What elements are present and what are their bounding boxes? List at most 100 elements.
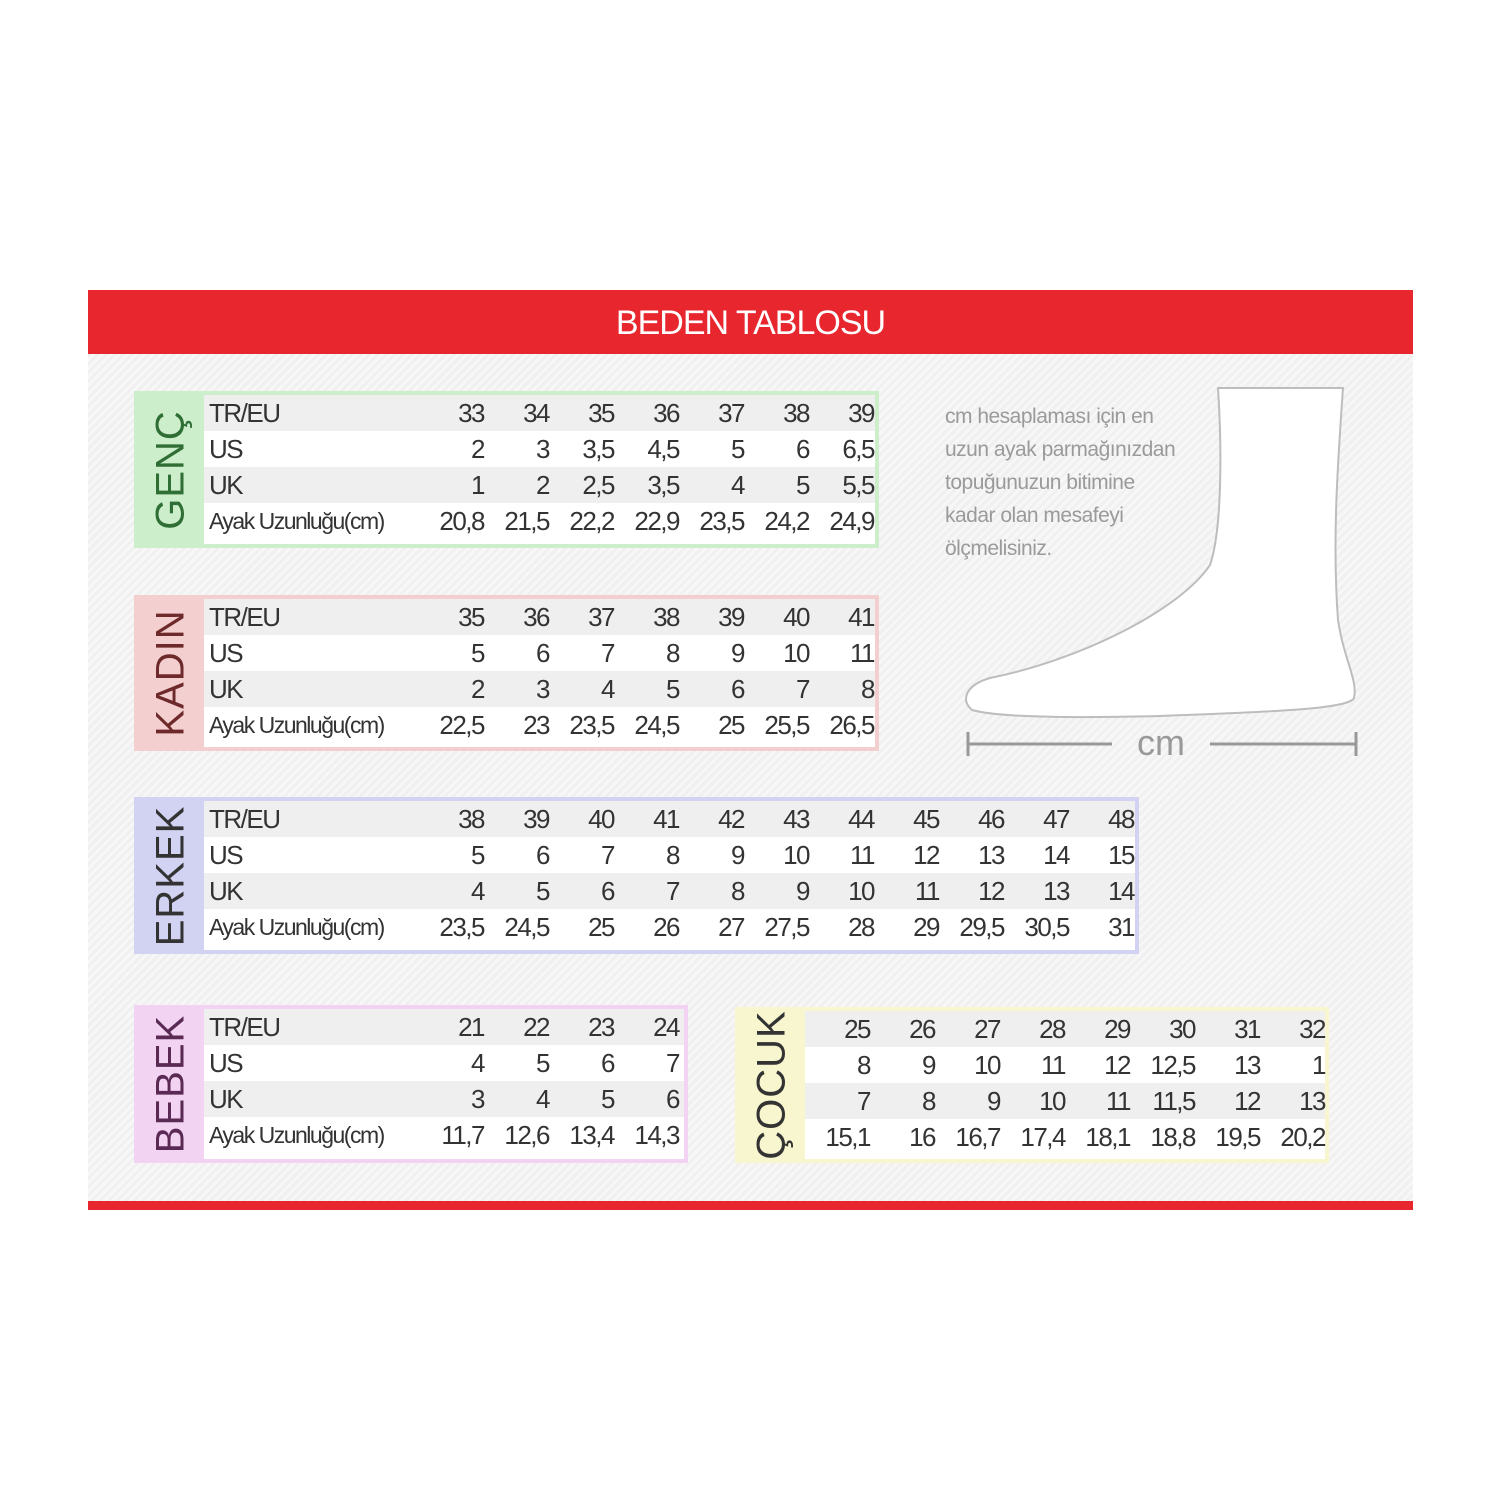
table-cell: 7 bbox=[601, 839, 615, 870]
table-cell: 24,9 bbox=[829, 505, 875, 536]
table-cell: 29 bbox=[1104, 1013, 1131, 1044]
table-cell: 5,5 bbox=[842, 469, 875, 500]
table-cell: 21,5 bbox=[504, 505, 550, 536]
table-cell: 8 bbox=[731, 875, 745, 906]
table-cell: 32 bbox=[1299, 1013, 1326, 1044]
table-cell: 3 bbox=[471, 1083, 485, 1114]
table-row: Ayak Uzunluğu(cm) 22,5 23 23,5 24,5 25 25,5 26,… bbox=[204, 707, 876, 743]
table-cell: 2 bbox=[536, 469, 550, 500]
table-cell: 16,7 bbox=[955, 1121, 1001, 1152]
table-cell: 10 bbox=[783, 637, 810, 668]
table-cell: 37 bbox=[718, 397, 745, 428]
table-cell: 39 bbox=[718, 601, 745, 632]
table-cell: 48 bbox=[1108, 803, 1135, 834]
table-cell: 6 bbox=[601, 1047, 615, 1078]
foot-illustration-icon: cm bbox=[965, 387, 1358, 763]
measurement-note: cm hesaplaması için en uzun ayak parmağı… bbox=[945, 400, 1176, 565]
table-cell: 7 bbox=[666, 1047, 680, 1078]
table-cell: 5 bbox=[601, 1083, 615, 1114]
table-row: UK 1 2 2,5 3,5 4 5 5,5 bbox=[204, 467, 876, 503]
table-cell: 5 bbox=[471, 839, 485, 870]
category-label: BEBEK bbox=[148, 1014, 193, 1154]
row-label: US bbox=[209, 637, 244, 668]
table-cell: 47 bbox=[1043, 803, 1070, 834]
table-cell: 39 bbox=[523, 803, 550, 834]
table-cell: 12 bbox=[978, 875, 1005, 906]
row-label: UK bbox=[209, 875, 244, 906]
table-row: 7 8 9 10 11 11,5 12 13 bbox=[805, 1083, 1327, 1119]
table-cell: 5 bbox=[796, 469, 810, 500]
table-cell: 3 bbox=[536, 673, 550, 704]
table-cell: 44 bbox=[848, 803, 875, 834]
table-cell: 18,1 bbox=[1085, 1121, 1131, 1152]
size-table: TR/EU 21 22 23 24 US 4 5 6 7 UK 3 4 5 6 Ayak Uzunluğu(c… bbox=[204, 1009, 684, 1159]
table-cell: 12 bbox=[1234, 1085, 1261, 1116]
table-cell: 30,5 bbox=[1024, 911, 1070, 942]
table-cell: 3,5 bbox=[647, 469, 680, 500]
table-row: US 4 5 6 7 bbox=[204, 1045, 684, 1081]
table-cell: 12 bbox=[913, 839, 940, 870]
row-label: Ayak Uzunluğu(cm) bbox=[209, 711, 385, 738]
table-cell: 2,5 bbox=[582, 469, 615, 500]
table-cell: 9 bbox=[987, 1085, 1001, 1116]
table-cell: 15,1 bbox=[825, 1121, 871, 1152]
table-row: TR/EU 21 22 23 24 bbox=[204, 1009, 684, 1045]
table-cell: 6,5 bbox=[842, 433, 875, 464]
table-cell: 9 bbox=[922, 1049, 936, 1080]
table-cell: 19,5 bbox=[1215, 1121, 1261, 1152]
table-cell: 31 bbox=[1108, 911, 1135, 942]
row-label: US bbox=[209, 1047, 244, 1078]
table-cell: 2 bbox=[471, 673, 485, 704]
table-cell: 27 bbox=[718, 911, 745, 942]
table-cell: 35 bbox=[458, 601, 485, 632]
table-cell: 24 bbox=[653, 1011, 680, 1042]
table-cell: 4 bbox=[536, 1083, 550, 1114]
table-cell: 34 bbox=[523, 397, 550, 428]
table-row: Ayak Uzunluğu(cm) 11,7 12,6 13,4 14,3 bbox=[204, 1117, 684, 1153]
table-cell: 3 bbox=[536, 433, 550, 464]
table-cell: 27,5 bbox=[764, 911, 810, 942]
table-cell: 9 bbox=[731, 839, 745, 870]
size-table: TR/EU 35 36 37 38 39 40 41 US 5 6 7 8 9 10 11 UK 2 3 4 5 6 7 8 A… bbox=[204, 599, 876, 747]
table-cell: 23 bbox=[588, 1011, 615, 1042]
table-label: ÇOCUK bbox=[739, 1010, 805, 1160]
table-row: US 5 6 7 8 9 10 11 bbox=[204, 635, 876, 671]
table-cell: 3,5 bbox=[582, 433, 615, 464]
table-cell: 5 bbox=[471, 637, 485, 668]
table-row: UK 2 3 4 5 6 7 8 bbox=[204, 671, 876, 707]
table-cell: 4 bbox=[731, 469, 745, 500]
table-cell: 36 bbox=[653, 397, 680, 428]
note-line: kadar olan mesafeyi bbox=[945, 504, 1124, 527]
table-cell: 37 bbox=[588, 601, 615, 632]
table-cell: 8 bbox=[857, 1049, 871, 1080]
table-label: KADIN bbox=[138, 599, 204, 747]
table-row: Ayak Uzunluğu(cm) 23,5 24,5 25 26 27 27,5 28 29 2… bbox=[204, 909, 1136, 945]
note-line: uzun ayak parmağınızdan bbox=[945, 438, 1176, 461]
table-cell: 8 bbox=[666, 637, 680, 668]
table-cell: 10 bbox=[974, 1049, 1001, 1080]
row-label: UK bbox=[209, 469, 244, 500]
table-cocuk: ÇOCUK 25 26 27 28 29 30 31 32 8 9 10 11 12 12,5 13 1 7 8 9 1… bbox=[735, 1007, 1329, 1163]
table-cell: 13 bbox=[1234, 1049, 1261, 1080]
table-cell: 23,5 bbox=[439, 911, 485, 942]
table-cell: 30 bbox=[1169, 1013, 1196, 1044]
table-cell: 13 bbox=[1043, 875, 1070, 906]
table-cell: 13 bbox=[1299, 1085, 1326, 1116]
table-cell: 7 bbox=[601, 637, 615, 668]
table-row: TR/EU 35 36 37 38 39 40 41 bbox=[204, 599, 876, 635]
table-cell: 10 bbox=[783, 839, 810, 870]
table-cell: 40 bbox=[588, 803, 615, 834]
table-cell: 33 bbox=[458, 397, 485, 428]
table-cell: 6 bbox=[536, 839, 550, 870]
table-cell: 23 bbox=[523, 709, 550, 740]
table-cell: 40 bbox=[783, 601, 810, 632]
category-label: ERKEK bbox=[148, 805, 193, 946]
table-row: Ayak Uzunluğu(cm) 20,8 21,5 22,2 22,9 23,5 24,… bbox=[204, 503, 876, 539]
table-cell: 11,7 bbox=[441, 1119, 485, 1150]
table-cell: 39 bbox=[848, 397, 875, 428]
table-cell: 5 bbox=[731, 433, 745, 464]
table-cell: 23,5 bbox=[569, 709, 615, 740]
table-cell: 26 bbox=[653, 911, 680, 942]
category-label: ÇOCUK bbox=[749, 1010, 794, 1160]
measure-label: cm bbox=[1137, 722, 1185, 763]
